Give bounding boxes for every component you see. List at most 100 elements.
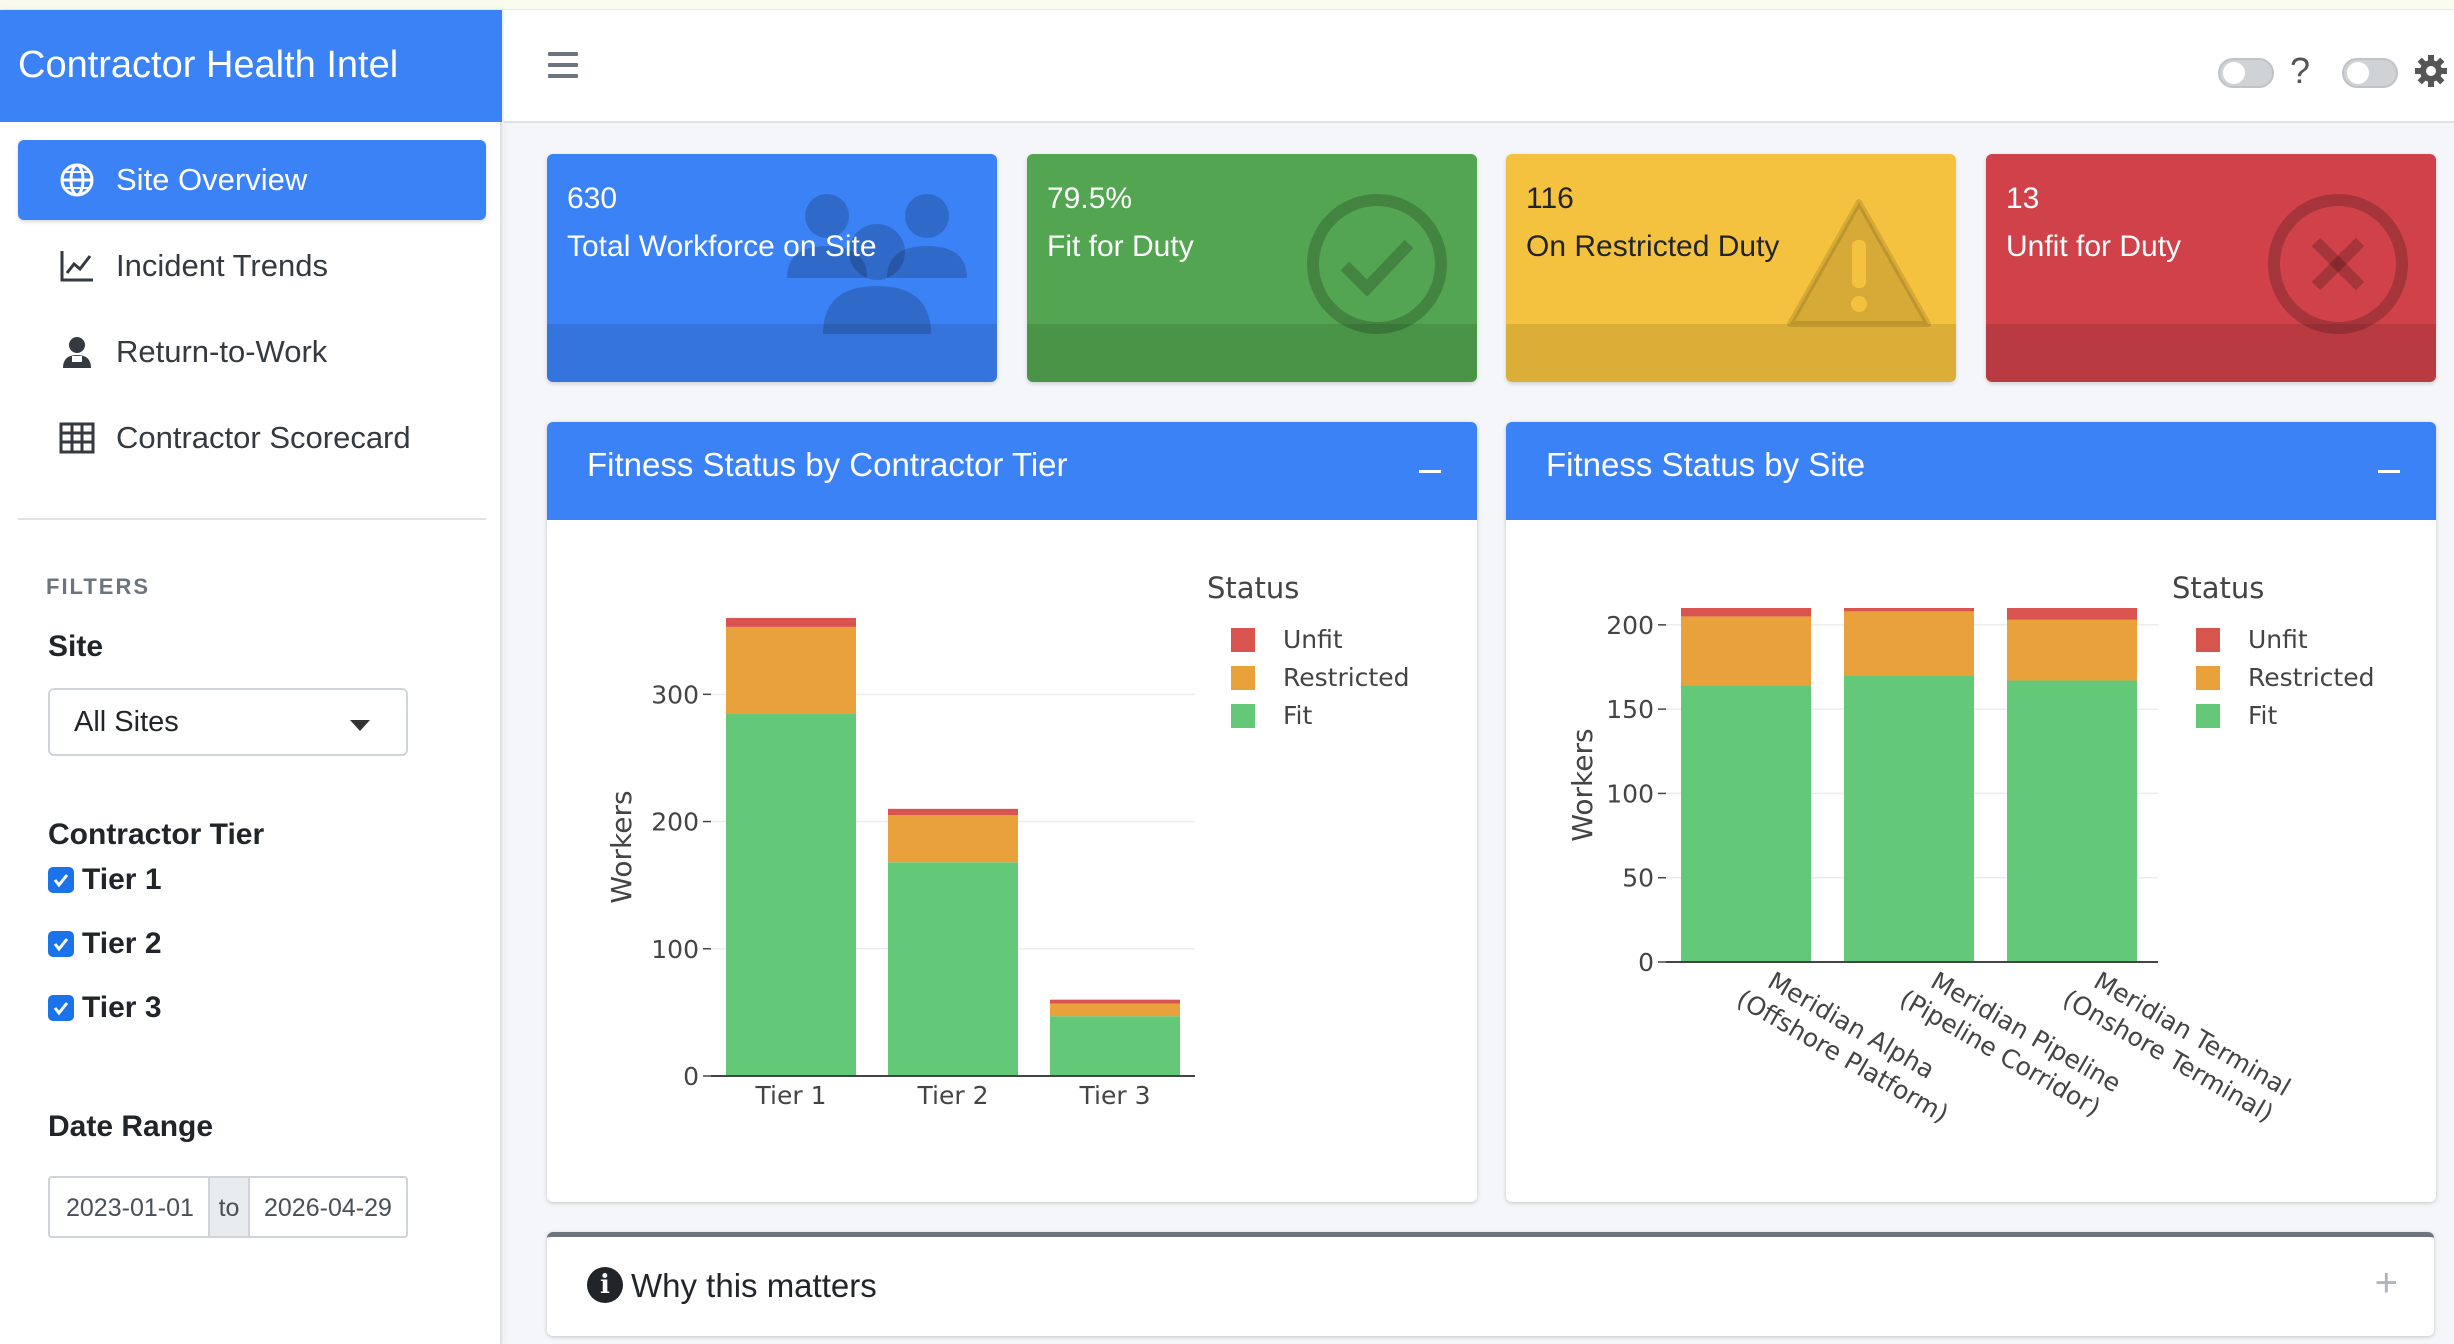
sidebar-item-contractor-scorecard[interactable]: Contractor Scorecard [18,398,486,478]
tier-label: Tier 2 [82,927,162,960]
y-tick-label: 0 [1638,948,1654,977]
tier-label: Tier 3 [82,991,162,1024]
bar-segment [1681,616,1811,686]
x-tick-label: Tier 2 [917,1081,989,1110]
bar-segment [2007,680,2137,962]
y-axis-label: Workers [605,790,638,903]
kpi-footer [547,324,997,382]
date-range-input: 2023-01-01 to 2026-04-29 [48,1176,408,1238]
card-header: Fitness Status by Site [1506,422,2436,520]
settings-toggle[interactable] [2342,58,2398,88]
gear-icon[interactable] [2414,54,2448,93]
users-icon [787,194,967,334]
sidebar-item-incident-trends[interactable]: Incident Trends [18,226,486,306]
sidebar-item-site-overview[interactable]: Site Overview [18,140,486,220]
y-tick-label: 200 [1606,611,1654,640]
sidebar-item-return-to-work[interactable]: Return-to-Work [18,312,486,392]
date-range-label: Date Range [48,1110,214,1143]
site-select-value: All Sites [74,706,179,738]
legend-label: Unfit [1283,625,1343,654]
site-filter-label: Site [48,630,104,663]
kpi-value: 79.5% [1047,182,1133,215]
site-select[interactable]: All Sites [48,688,408,756]
y-tick-label: 0 [683,1062,699,1091]
legend-swatch [1231,666,1255,690]
bar-segment [1844,608,1974,612]
sidebar-item-label: Site Overview [116,162,308,197]
top-header: ? [504,10,2454,123]
sidebar: Contractor Health Intel Site Overview In… [0,10,502,1344]
why-this-matters-panel[interactable]: i Why this matters + [547,1232,2434,1336]
tier-checkbox-1[interactable]: Tier 1 [48,862,162,898]
chevron-down-icon [350,720,370,731]
checkbox-checked-icon[interactable] [48,867,74,893]
date-separator: to [208,1178,250,1236]
y-tick-label: 150 [1606,695,1654,724]
kpi-value: 630 [567,182,618,215]
card-title: Fitness Status by Contractor Tier [587,446,1068,483]
tier-checkbox-2[interactable]: Tier 2 [48,926,162,962]
panel-title: Why this matters [631,1267,877,1304]
kpi-value: 116 [1526,182,1574,215]
menu-toggle-icon[interactable] [548,52,578,78]
legend-swatch [2196,628,2220,652]
kpi-unfit-for-duty: 13 Unfit for Duty [1986,154,2436,382]
kpi-label: Total Workforce on Site [567,230,877,263]
bar-segment [1050,1003,1180,1017]
bar-segment [1844,611,1974,676]
bar-segment [888,862,1018,1076]
expand-icon[interactable]: + [2374,1261,2398,1305]
tier-chart: 0 100 200 300 Workers Tier 1 Tier 2 Tier 3 Statu… [605,571,1409,1110]
x-tick-label: Tier 3 [1079,1081,1151,1110]
kpi-label: On Restricted Duty [1526,230,1780,263]
kpi-restricted-duty: 116 On Restricted Duty [1506,154,1956,382]
collapse-icon[interactable] [2378,470,2400,473]
table-icon [58,419,96,457]
x-circle-icon [2268,194,2408,334]
bar-segment [726,713,856,1076]
globe-icon [58,161,96,199]
sidebar-item-label: Contractor Scorecard [116,420,411,455]
legend-swatch [1231,628,1255,652]
bar-segment [726,626,856,714]
legend-swatch [2196,704,2220,728]
kpi-fit-for-duty: 79.5% Fit for Duty [1027,154,1477,382]
date-start-input[interactable]: 2023-01-01 [66,1194,194,1222]
card-title: Fitness Status by Site [1546,446,1866,483]
kpi-footer [1027,324,1477,382]
legend-label: Restricted [2248,663,2374,692]
help-icon[interactable]: ? [2290,50,2311,91]
dark-mode-toggle[interactable] [2218,58,2274,88]
bar-segment [2007,619,2137,681]
checkbox-checked-icon[interactable] [48,995,74,1021]
bar-segment [2007,608,2137,620]
sidebar-item-label: Incident Trends [116,248,328,283]
y-tick-label: 100 [1606,779,1654,808]
tier-chart-card: Fitness Status by Contractor Tier 0 100 20… [547,422,1477,1202]
date-end-input[interactable]: 2026-04-29 [264,1194,392,1222]
kpi-total-workforce: 630 Total Workforce on Site [547,154,997,382]
card-header: Fitness Status by Contractor Tier [547,422,1477,520]
warning-icon [1787,199,1931,327]
tier-filter-label: Contractor Tier [48,818,265,851]
bar-segment [1681,608,1811,617]
check-circle-icon [1307,194,1447,334]
y-tick-label: 300 [651,680,699,709]
x-tick-label: Tier 1 [755,1081,827,1110]
legend-title: Status [1207,571,1299,605]
sidebar-item-label: Return-to-Work [116,334,328,369]
kpi-label: Fit for Duty [1047,230,1194,263]
kpi-footer [1986,324,2436,382]
legend-swatch [1231,704,1255,728]
sidebar-nav: Site Overview Incident Trends Return-to-… [18,140,486,484]
legend-label: Fit [2248,701,2278,730]
checkbox-checked-icon[interactable] [48,931,74,957]
app-title: Contractor Health Intel [0,10,502,122]
info-icon: i [587,1267,623,1303]
collapse-icon[interactable] [1419,470,1441,473]
sidebar-divider [18,518,486,520]
tier-checkbox-3[interactable]: Tier 3 [48,990,162,1026]
tier-label: Tier 1 [82,863,162,896]
bar-segment [726,618,856,627]
legend-title: Status [2172,571,2264,605]
